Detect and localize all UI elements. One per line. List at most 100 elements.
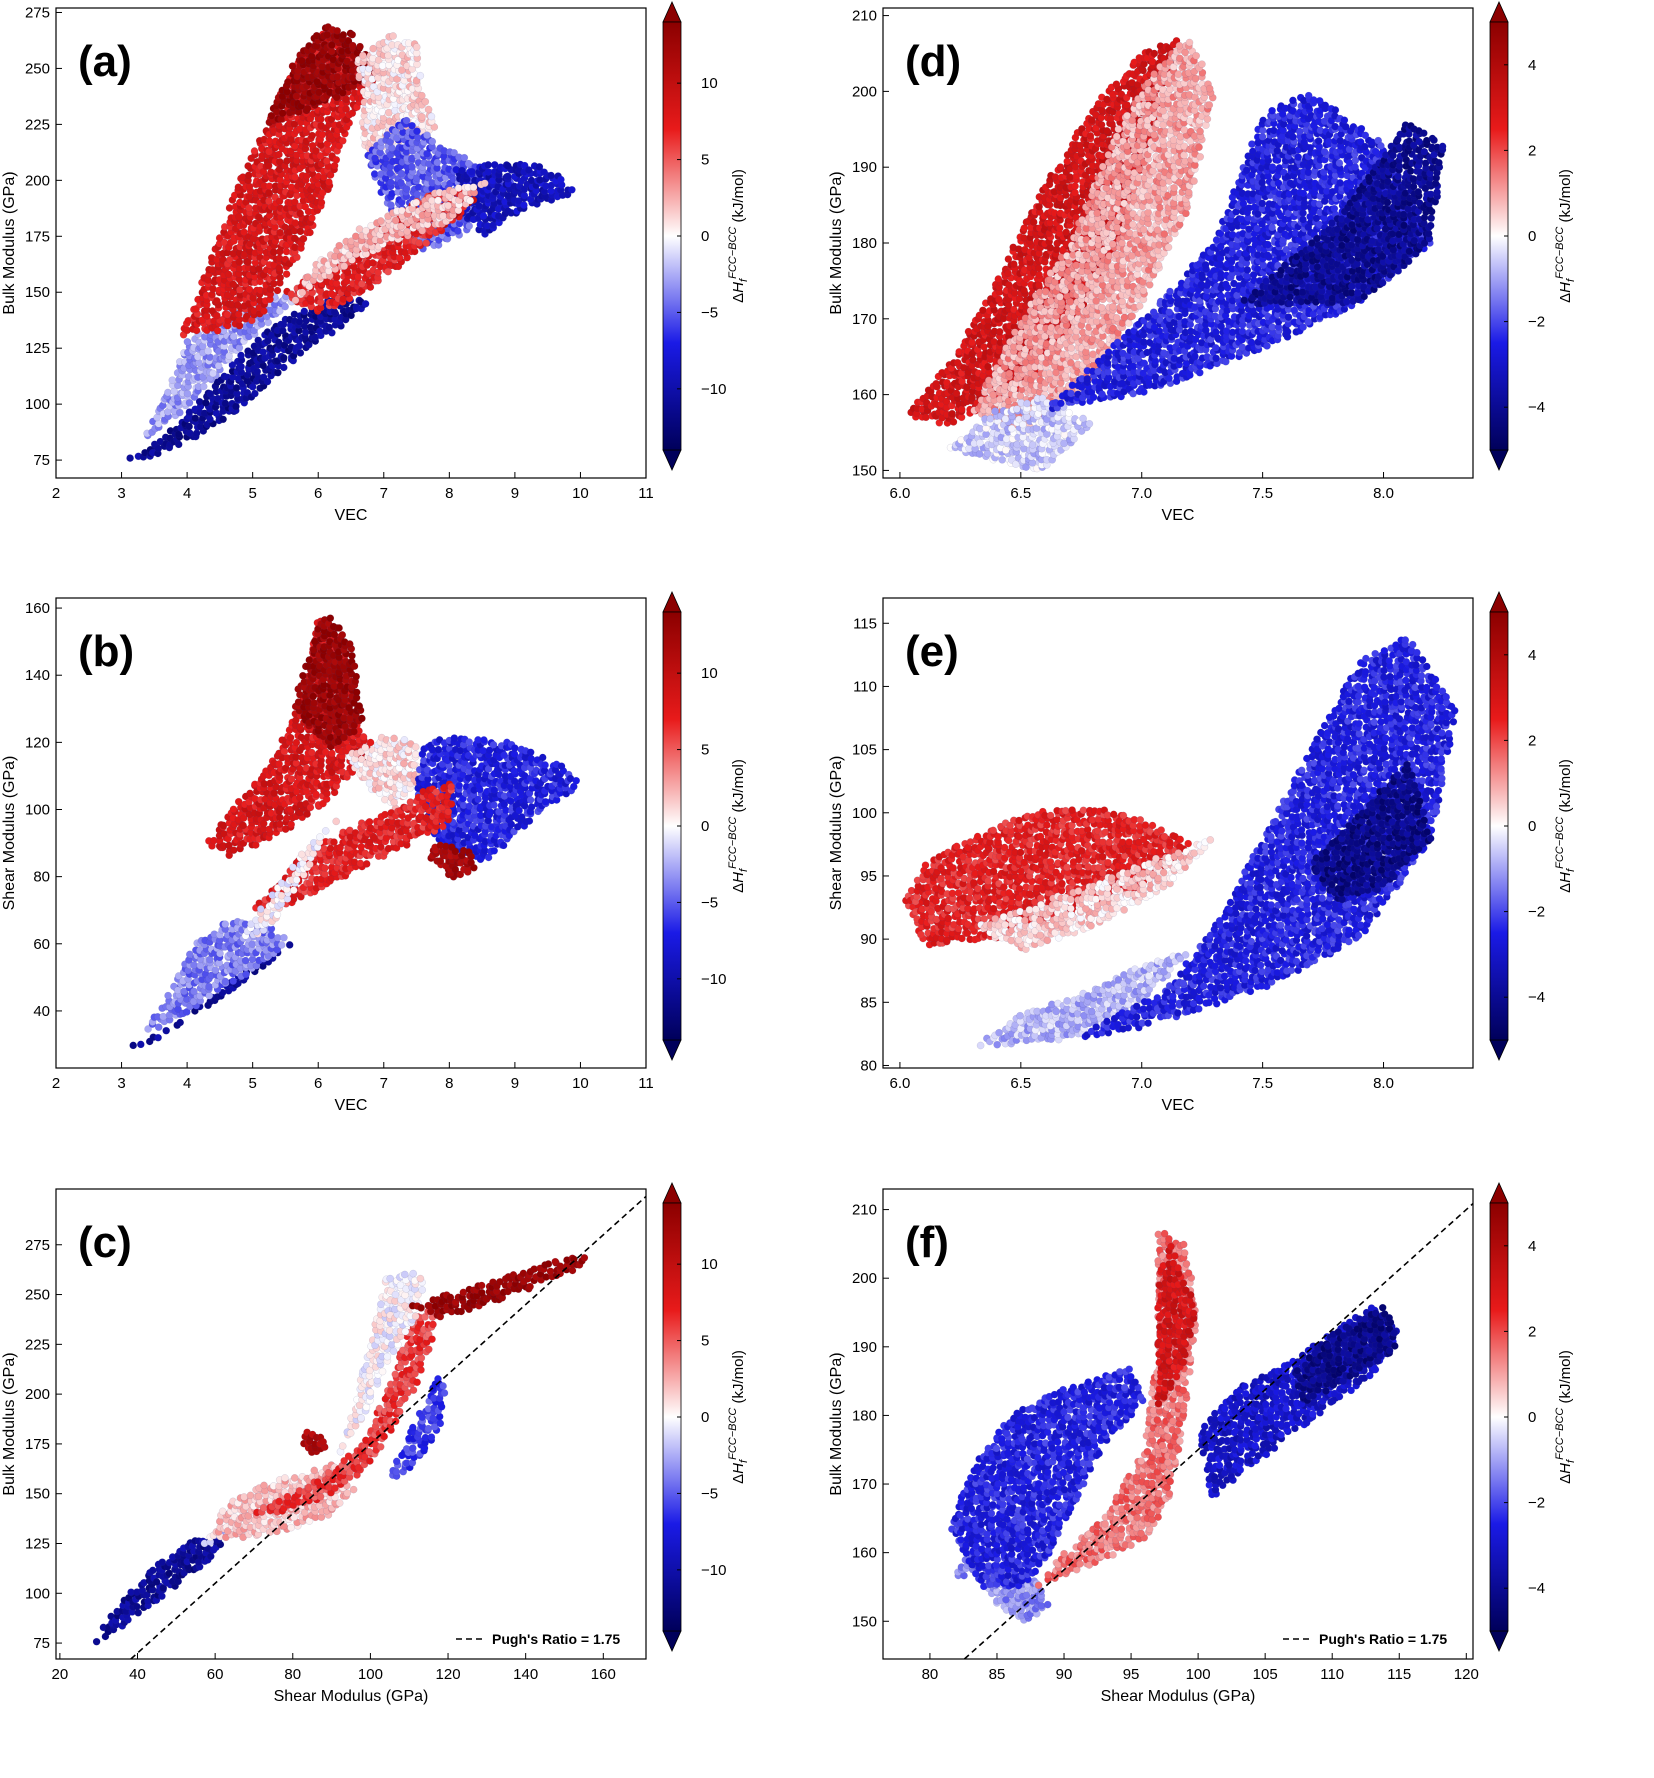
scatter-point <box>1020 287 1027 294</box>
scatter-point <box>980 343 987 350</box>
scatter-point <box>548 172 555 179</box>
scatter-point <box>1103 96 1110 103</box>
scatter-point <box>304 105 311 112</box>
scatter-point <box>339 89 346 96</box>
scatter-point <box>220 416 227 423</box>
scatter-point <box>277 274 284 281</box>
scatter-point <box>505 208 512 215</box>
scatter-point <box>282 303 289 310</box>
scatter-point <box>251 390 258 397</box>
x-tick-label: 3 <box>117 485 125 502</box>
scatter-point <box>260 307 267 314</box>
x-tick-label: 4 <box>183 485 191 502</box>
scatter-point <box>387 202 394 209</box>
y-tick-label: 125 <box>25 340 50 357</box>
scatter-point <box>418 92 425 99</box>
colorbar-tick-label: 5 <box>701 152 709 169</box>
scatter-point <box>300 235 307 242</box>
scatter-point <box>423 132 430 139</box>
scatter-point <box>418 113 425 120</box>
scatter-point <box>325 179 332 186</box>
y-tick-label: 275 <box>25 4 50 21</box>
scatter-point <box>1067 298 1074 305</box>
scatter-point <box>370 45 377 52</box>
scatter-point <box>203 313 210 320</box>
scatter-point <box>255 214 262 221</box>
scatter-point <box>434 159 441 166</box>
scatter-point <box>953 390 960 397</box>
scatter-point <box>176 409 183 416</box>
colorbar-tick-label: −5 <box>701 304 718 321</box>
scatter-point <box>293 93 300 100</box>
scatter-point <box>214 327 221 334</box>
scatter-point <box>467 197 474 204</box>
scatter-point <box>279 110 286 117</box>
scatter-point <box>1071 189 1078 196</box>
scatter-point <box>419 227 426 234</box>
scatter-point <box>280 354 287 361</box>
scatter-point <box>392 217 399 224</box>
scatter-point <box>1113 81 1120 88</box>
scatter-point <box>245 204 252 211</box>
scatter-point <box>428 113 435 120</box>
scatter-point <box>1098 121 1105 128</box>
y-tick-label: 250 <box>25 60 50 77</box>
scatter-point <box>1093 287 1100 294</box>
scatter-point <box>328 290 335 297</box>
scatter-point <box>313 78 320 85</box>
scatter-point <box>371 170 378 177</box>
scatter-point <box>409 163 416 170</box>
scatter-point <box>193 327 200 334</box>
scatter-point <box>164 389 171 396</box>
scatter-point <box>1010 261 1017 268</box>
scatter-point <box>435 197 442 204</box>
scatter-point <box>419 122 426 129</box>
colorbar-extend-min <box>663 450 681 470</box>
scatter-point <box>470 184 477 191</box>
scatter-point <box>265 197 272 204</box>
scatter-point <box>298 57 305 64</box>
scatter-point <box>454 227 461 234</box>
colorbar-extend-max <box>663 2 681 22</box>
scatter-point <box>235 213 242 220</box>
scatter-point <box>349 74 356 81</box>
scatter-point <box>1031 372 1038 379</box>
scatter-point <box>291 174 298 181</box>
scatter-point <box>1151 50 1158 57</box>
scatter-point <box>461 154 468 161</box>
scatter-point <box>423 240 430 247</box>
x-tick-label: 9 <box>511 485 519 502</box>
colorbar-tick-label: 0 <box>701 228 709 245</box>
scatter-point <box>276 265 283 272</box>
scatter-point <box>306 229 313 236</box>
scatter-point <box>413 199 420 206</box>
scatter-point <box>403 117 410 124</box>
scatter-point <box>340 31 347 38</box>
scatter-point <box>213 297 220 304</box>
scatter-point <box>372 155 379 162</box>
scatter-point <box>568 186 575 193</box>
scatter-point <box>169 377 176 384</box>
scatter-point <box>954 359 961 366</box>
y-tick-label: 225 <box>25 116 50 133</box>
scatter-point <box>504 162 511 169</box>
scatter-point <box>1057 164 1064 171</box>
scatter-point <box>297 210 304 217</box>
scatter-point <box>384 131 391 138</box>
scatter-point <box>349 31 356 38</box>
x-tick-label: 10 <box>572 485 589 502</box>
scatter-point <box>408 122 415 129</box>
scatter-point <box>343 106 350 113</box>
scatter-point <box>292 219 299 226</box>
y-tick-label: 75 <box>33 452 50 469</box>
scatter-point <box>288 291 295 298</box>
scatter-point <box>297 228 304 235</box>
scatter-point <box>1006 370 1013 377</box>
scatter-point <box>1005 270 1012 277</box>
colorbar-tick-label: −10 <box>701 381 726 398</box>
scatter-point <box>1094 210 1101 217</box>
scatter-point <box>1035 265 1042 272</box>
scatter-point <box>414 134 421 141</box>
